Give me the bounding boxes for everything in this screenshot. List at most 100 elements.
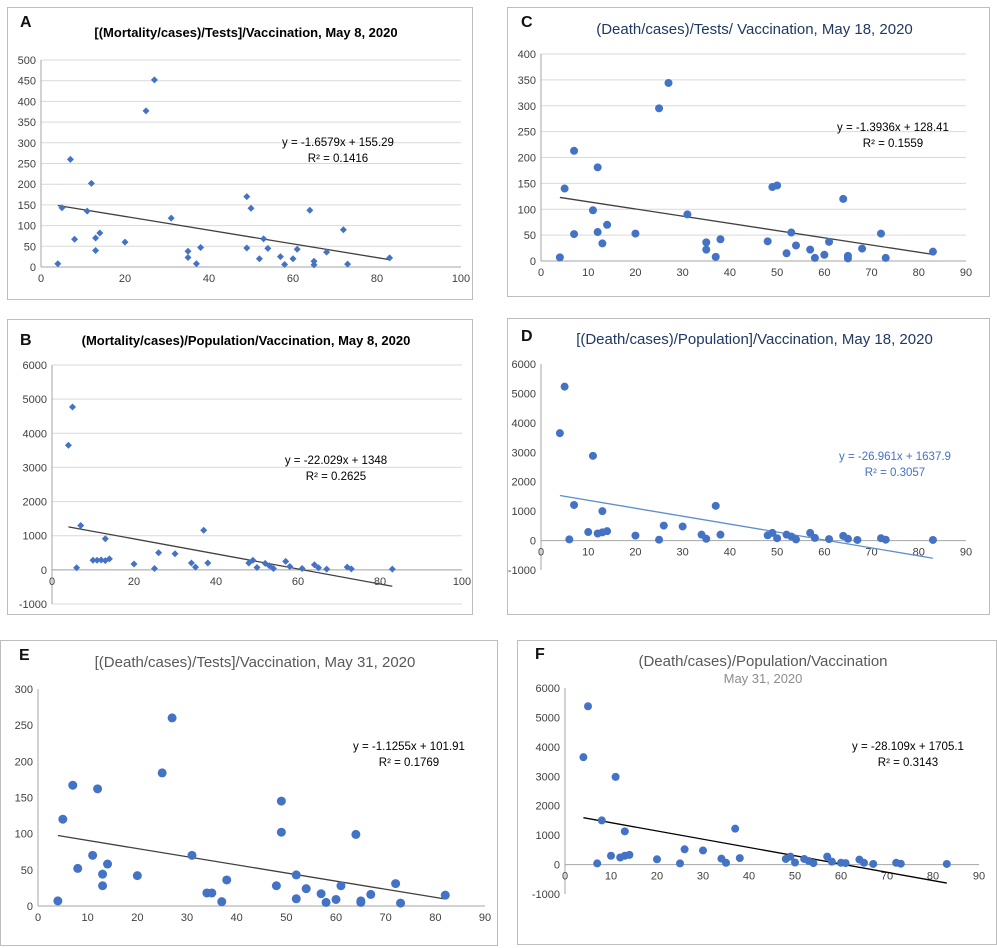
data-point — [58, 204, 66, 212]
x-tick-label: 60 — [330, 912, 342, 924]
data-point — [101, 535, 109, 543]
panel-letter: A — [20, 14, 32, 31]
data-point — [579, 753, 588, 762]
data-point — [243, 244, 251, 252]
chart-panel-f: F -1000 0 1000 2000 3000 4000 5000 6000 0 10 20 30 4… — [517, 640, 997, 945]
y-tick-label: 500 — [18, 55, 36, 67]
y-tick-label: 250 — [518, 127, 536, 139]
data-point — [896, 859, 905, 868]
data-point — [192, 260, 200, 268]
data-point — [69, 403, 76, 411]
data-point — [71, 235, 79, 243]
data-point — [659, 521, 668, 530]
y-tick-label: 0 — [27, 901, 33, 913]
trend-equation: y = -22.029x + 1348 — [285, 455, 387, 467]
data-point — [942, 859, 951, 868]
y-tick-label: 6000 — [512, 359, 536, 371]
chart-title: (Death/cases)/Tests/ Vaccination, May 18… — [596, 21, 913, 38]
data-point — [653, 855, 661, 864]
data-point — [321, 897, 331, 907]
data-point — [928, 535, 937, 544]
chart-title: [(Mortality/cases)/Tests]/Vaccination, M… — [94, 25, 397, 40]
y-tick-label: 350 — [518, 75, 536, 87]
x-tick-label: 10 — [582, 547, 594, 559]
data-point — [92, 234, 100, 242]
data-point — [792, 535, 800, 544]
x-tick-label: 20 — [119, 273, 131, 285]
data-point — [204, 559, 212, 567]
x-tick-label: 20 — [629, 267, 641, 279]
data-point — [787, 228, 796, 237]
y-tick-label: 50 — [24, 241, 36, 253]
data-point — [281, 261, 289, 269]
y-tick-label: 200 — [15, 756, 33, 768]
data-point — [396, 898, 406, 908]
data-point — [291, 870, 301, 880]
data-point — [58, 814, 68, 824]
x-tick-label: 90 — [960, 267, 972, 279]
data-point — [841, 859, 850, 868]
data-point — [276, 253, 284, 261]
x-tick-label: 40 — [724, 267, 736, 279]
data-point — [310, 261, 318, 269]
data-point — [827, 857, 836, 866]
x-tick-label: 0 — [562, 871, 568, 883]
y-tick-label: 300 — [18, 138, 36, 150]
chart-title: (Death/cases)/Population/Vaccination — [638, 653, 887, 670]
y-tick-label: 450 — [18, 76, 36, 88]
y-tick-label: 100 — [518, 204, 536, 216]
data-point — [597, 816, 606, 825]
data-point — [825, 535, 834, 544]
y-tick-label: 0 — [41, 565, 47, 577]
chart-panel-e: E 0 50 100 150 200 250 300 0 10 20 30 40 50 60 70 80 90 [… — [0, 640, 498, 946]
trend-equation: y = -26.961x + 1637.9 — [839, 451, 951, 463]
data-point — [702, 238, 711, 247]
data-point — [151, 564, 158, 572]
data-point — [121, 238, 129, 246]
x-tick-label: 0 — [35, 912, 41, 924]
x-tick-label: 90 — [960, 547, 972, 559]
data-point — [598, 239, 607, 248]
data-point — [187, 559, 195, 567]
x-tick-label: 40 — [743, 871, 755, 883]
x-tick-label: 70 — [881, 871, 893, 883]
chart-e-svg: 0 50 100 150 200 250 300 0 10 20 30 40 50 60 70 80 90 [(D… — [15, 654, 491, 924]
data-point — [310, 257, 318, 265]
data-point — [391, 879, 401, 889]
y-tick-label: 4000 — [536, 742, 560, 754]
y-tick-label: 5000 — [512, 388, 536, 400]
data-point — [184, 247, 192, 255]
chart-a-svg: 0 50 100 150 200 250 300 350 400 450 500 0 20 40 60 80 1… — [18, 25, 471, 285]
data-point — [560, 382, 569, 391]
data-point — [858, 244, 867, 253]
data-point — [860, 858, 868, 867]
x-tick-label: 20 — [131, 912, 143, 924]
data-point — [593, 228, 602, 237]
data-point — [806, 528, 815, 537]
trendline — [57, 204, 390, 261]
data-point — [68, 780, 78, 790]
r-squared: R² = 0.2625 — [306, 471, 366, 483]
data-point — [555, 429, 564, 438]
x-tick-label: 40 — [724, 547, 736, 559]
y-tick-label: 50 — [21, 865, 33, 877]
data-point — [820, 250, 829, 259]
data-point — [315, 564, 322, 572]
chart-c-svg: 0 50 100 150 200 250 300 350 400 0 10 20 30 40 50 60 70 8… — [518, 21, 972, 279]
data-point — [167, 214, 175, 222]
data-point — [625, 850, 634, 859]
data-point — [336, 881, 346, 891]
data-point — [792, 241, 800, 250]
trendline — [583, 817, 947, 884]
data-point — [222, 875, 232, 885]
data-point — [217, 897, 227, 907]
data-point — [711, 252, 720, 261]
x-tick-label: 40 — [203, 273, 215, 285]
data-point — [593, 859, 602, 868]
data-point — [64, 441, 72, 449]
x-tick-label: 10 — [582, 267, 594, 279]
x-tick-label: 70 — [380, 912, 392, 924]
data-point — [603, 527, 612, 536]
data-point — [73, 863, 83, 873]
